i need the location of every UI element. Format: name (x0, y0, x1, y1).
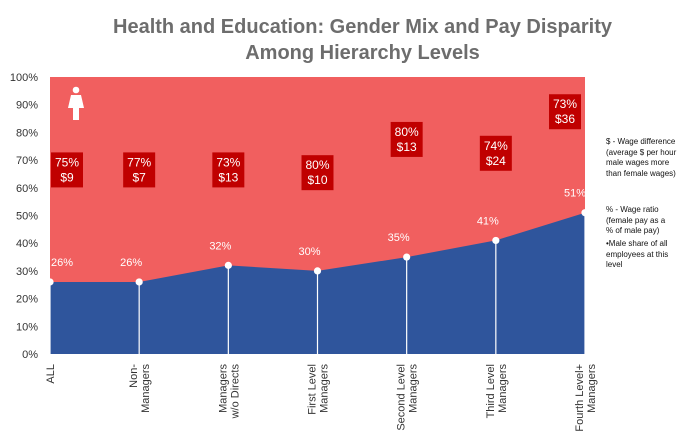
x-tick-label: Second Level Managers (396, 364, 420, 431)
wage-ratio-label: 80% (305, 158, 329, 172)
legend-note: •Male share of all employees at this level (606, 239, 692, 271)
callout-box (123, 152, 156, 188)
data-point (492, 236, 500, 245)
data-point (313, 267, 322, 275)
male-share-label: 26% (51, 257, 73, 269)
male-share-label: 35% (388, 232, 410, 244)
data-point (46, 278, 54, 286)
x-tick-label: Managers w/o Directs (217, 364, 241, 420)
y-tick-label: 20% (16, 294, 38, 306)
chart-title: Health and Education: Gender Mix and Pay… (0, 14, 693, 66)
wage-diff-label: $7 (132, 170, 146, 184)
legend-note-line: $ - Wage difference (606, 137, 676, 146)
male-share-label: 32% (209, 240, 231, 252)
chart-title-line-2: Among Hierarchy Levels (245, 42, 480, 64)
x-tick-label-line: Managers (586, 364, 598, 413)
x-tick-label-line: Managers (217, 364, 229, 413)
wage-ratio-label: 73% (216, 155, 240, 169)
data-point (135, 278, 143, 286)
y-tick-label: 50% (16, 211, 38, 223)
legend-note: $ - Wage difference (average $ per hour ma… (606, 137, 692, 179)
wage-ratio-label: 77% (127, 155, 151, 169)
callout-box (301, 155, 334, 191)
wage-diff-label: $13 (218, 170, 238, 184)
wage-diff-label: $9 (60, 170, 74, 184)
male-share-label: 30% (298, 246, 320, 258)
legend-note: % - Wage ratio (female pay as a% of male … (606, 205, 692, 237)
y-tick-label: 80% (16, 127, 38, 139)
x-tick-label-line: Managers (319, 364, 331, 413)
wage-ratio-label: 73% (553, 97, 577, 111)
y-tick-label: 10% (16, 321, 38, 333)
callout-box (549, 94, 581, 130)
pay-callout: 77%$7 (123, 152, 156, 188)
legend-note-line: •Male share of all (606, 239, 668, 248)
icon-body (68, 95, 84, 120)
callout-box (51, 152, 83, 188)
male-share-label: 41% (477, 215, 499, 227)
data-point (403, 253, 411, 261)
wage-diff-label: $24 (486, 154, 506, 168)
y-tick-label: 100% (10, 72, 38, 84)
x-tick-label-line: Managers (140, 364, 152, 413)
y-tick-label: 60% (16, 183, 38, 195)
icon-head (72, 86, 80, 94)
y-tick-label: 0% (22, 349, 38, 361)
x-tick-label-line: Managers (408, 364, 420, 413)
wage-diff-label: $13 (397, 140, 417, 154)
pay-callout: 80%$13 (390, 121, 423, 157)
x-tick-label: First Level Managers (307, 364, 331, 415)
pay-callout: 73%$36 (549, 94, 581, 130)
legend-note-line: % - Wage ratio (606, 205, 659, 214)
y-tick-label: 30% (16, 266, 38, 278)
x-tick-label: Non- Managers (128, 364, 152, 413)
pay-callout: 75%$9 (51, 152, 83, 188)
wage-ratio-label: 74% (484, 139, 508, 153)
legend-note-line: level (606, 260, 623, 269)
legend-note-line: (female pay as a (606, 215, 666, 225)
x-tick-label: Third Level Managers (485, 364, 509, 419)
y-tick-label: 70% (16, 155, 38, 167)
pay-callout: 80%$10 (301, 155, 334, 191)
x-tick-label-line: Third Level (485, 364, 497, 418)
wage-diff-label: $10 (307, 173, 327, 187)
wage-diff-label: $36 (555, 112, 575, 126)
legend-note-line: (average $ per hour (606, 147, 677, 157)
x-tick-label-line: First Level (307, 364, 319, 415)
data-point (224, 261, 232, 269)
x-tick-label: ALL (45, 364, 57, 384)
data-point (581, 209, 589, 217)
female-figure-icon (68, 86, 84, 120)
pay-callout: 73%$13 (212, 152, 245, 188)
x-tick-label-line: Second Level (396, 364, 408, 431)
male-share-label: 26% (120, 257, 142, 269)
chart-title-line-1: Health and Education: Gender Mix and Pay… (113, 16, 612, 38)
wage-ratio-label: 80% (395, 125, 419, 139)
legend-note-line: employees at this (606, 249, 669, 259)
x-tick-label-line: w/o Directs (229, 364, 241, 420)
wage-ratio-label: 75% (55, 155, 79, 169)
legend-note-line: than female wages) (606, 168, 676, 178)
legend-note-line: male wages more (606, 158, 670, 167)
x-tick-label-line: Managers (497, 364, 509, 413)
callout-box (479, 135, 512, 171)
legend-note-line: % of male pay) (606, 226, 660, 235)
callout-box (212, 152, 245, 188)
x-tick-label: Fourth Level+ Managers (574, 364, 598, 432)
x-tick-label-line: ALL (45, 364, 57, 384)
y-tick-label: 40% (16, 238, 38, 250)
y-axis: 0% 10% 20% 30% 40% 50% 60% 70% 80% 90% 100% (10, 72, 38, 361)
callout-box (390, 121, 423, 157)
x-tick-label-line: Fourth Level+ (574, 364, 586, 432)
pay-callout: 74%$24 (479, 135, 512, 171)
y-tick-label: 90% (16, 100, 38, 112)
x-tick-label-line: Non- (128, 364, 140, 388)
male-share-label: 51% (564, 188, 586, 200)
